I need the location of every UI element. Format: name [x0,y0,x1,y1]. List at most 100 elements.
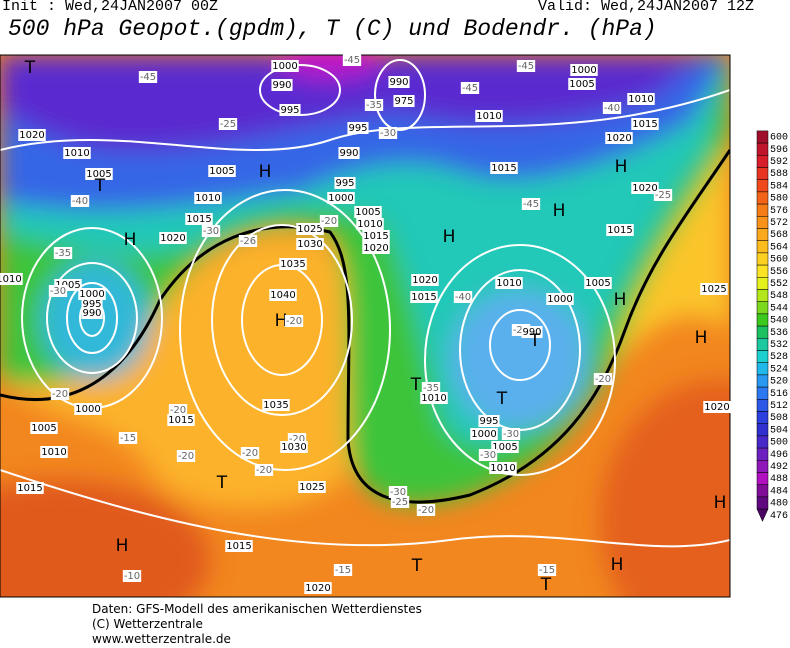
contour-label: 1020 [159,232,187,244]
isobar-label: 1010 [490,463,515,474]
label-box [254,464,274,476]
contour-label: 995 [478,415,500,427]
label-box [495,277,523,289]
colorbar-label: 500 [770,438,788,449]
contour-label: 975 [393,95,415,107]
contour-label: -35 [421,382,441,394]
contour-label: 1000 [74,403,102,415]
colorbar-label: 540 [770,316,788,327]
contour-label: 1040 [269,289,297,301]
contour-label: -25 [390,496,410,508]
colorbar-swatch [756,472,769,485]
label-box [0,273,23,285]
isobar-label: 1005 [86,169,111,180]
contour-label: 1020 [411,274,439,286]
label-box [218,118,238,130]
label-box [279,258,307,270]
label-box [700,283,728,295]
isobar-label: 1015 [411,292,436,303]
contour-label: -30 [478,449,498,461]
label-box [570,64,598,76]
contour-label: 1005 [584,277,612,289]
colorbar-label: 492 [770,462,788,473]
contour-label: 1020 [362,242,390,254]
label-box [354,206,382,218]
contour-label: 1035 [262,399,290,411]
temperature-label: -25 [513,325,529,336]
pressure-center: H [259,162,272,182]
label-box [334,177,356,189]
isobar-label: 1015 [632,119,657,130]
contour-label: 995 [334,177,356,189]
label-box [478,415,500,427]
label-box [78,288,106,300]
label-box [521,198,541,210]
colorbar-swatch [756,423,769,437]
colorbar-label: 564 [770,242,788,253]
label-box [362,230,390,242]
contour-label: 1005 [85,168,113,180]
colorbar-swatch [756,167,769,180]
pressure-center: T [94,176,106,196]
colorbar-label: 532 [770,340,788,351]
label-box [356,218,384,230]
isobar-label: 1010 [476,111,501,122]
label-box [159,232,187,244]
pressure-center: T [24,58,36,78]
temperature-label: -30 [503,429,519,440]
isobar-label: 1000 [547,294,572,305]
label-box [490,162,518,174]
contour-label: 1025 [298,481,326,493]
isobar-label: 1025 [299,482,324,493]
label-box [631,118,659,130]
isobar-label: 1015 [186,214,211,225]
label-box [489,462,517,474]
label-box [605,132,633,144]
isobar-label: 1005 [355,207,380,218]
temperature-label: -15 [120,433,136,444]
label-box [362,242,390,254]
colorbar-label: 548 [770,291,788,302]
colorbar-label: 504 [770,425,788,436]
colorbar-label: 568 [770,230,788,241]
isobar-label: 1015 [607,225,632,236]
colorbar-swatch [756,130,769,144]
contour-label: -35 [53,247,73,259]
contour-label: -26 [238,235,258,247]
isobar-label: 990 [82,308,101,319]
colorbar-label: 512 [770,401,788,412]
contour-label: -20 [319,215,339,227]
label-box [296,238,324,250]
contour-label: 990 [388,76,410,88]
isobar-label: 1000 [272,61,297,72]
pressure-center: T [496,389,508,409]
contour-label: 1010 [356,218,384,230]
temperature-label: -20 [256,465,272,476]
contour-label: -40 [70,195,90,207]
colorbar-swatch [756,179,769,193]
contour-label: -35 [364,99,384,111]
label-box [390,496,410,508]
temperature-label: -30 [380,128,396,139]
contour-label: -20 [593,373,613,385]
contour-label: 990 [81,307,103,319]
colorbar-label: 556 [770,267,788,278]
isobar-label: 1005 [55,280,80,291]
pressure-center: H [116,536,129,556]
colorbar-label: 508 [770,413,788,424]
pressure-center: H [553,201,566,221]
label-box [70,195,90,207]
label-box [703,401,731,413]
contour-label: 1030 [296,238,324,250]
label-box [304,582,332,594]
label-box [516,60,536,72]
colorbar-swatch [756,277,769,290]
isobar-label: 1010 [357,219,382,230]
colorbar-label: 480 [770,499,788,510]
label-box [167,414,195,426]
contour-label: 1015 [490,162,518,174]
isobar-label: 1015 [17,483,42,494]
contour-label: 1010 [194,192,222,204]
colorbar-label: 484 [770,486,788,497]
colorbar-swatch [756,496,769,510]
